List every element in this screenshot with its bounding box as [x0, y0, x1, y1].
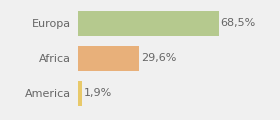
Text: 1,9%: 1,9%: [84, 88, 112, 98]
Text: 68,5%: 68,5%: [220, 18, 256, 28]
Bar: [78, 46, 139, 71]
Bar: [78, 11, 219, 36]
Bar: [78, 81, 82, 106]
Text: 29,6%: 29,6%: [141, 53, 176, 63]
